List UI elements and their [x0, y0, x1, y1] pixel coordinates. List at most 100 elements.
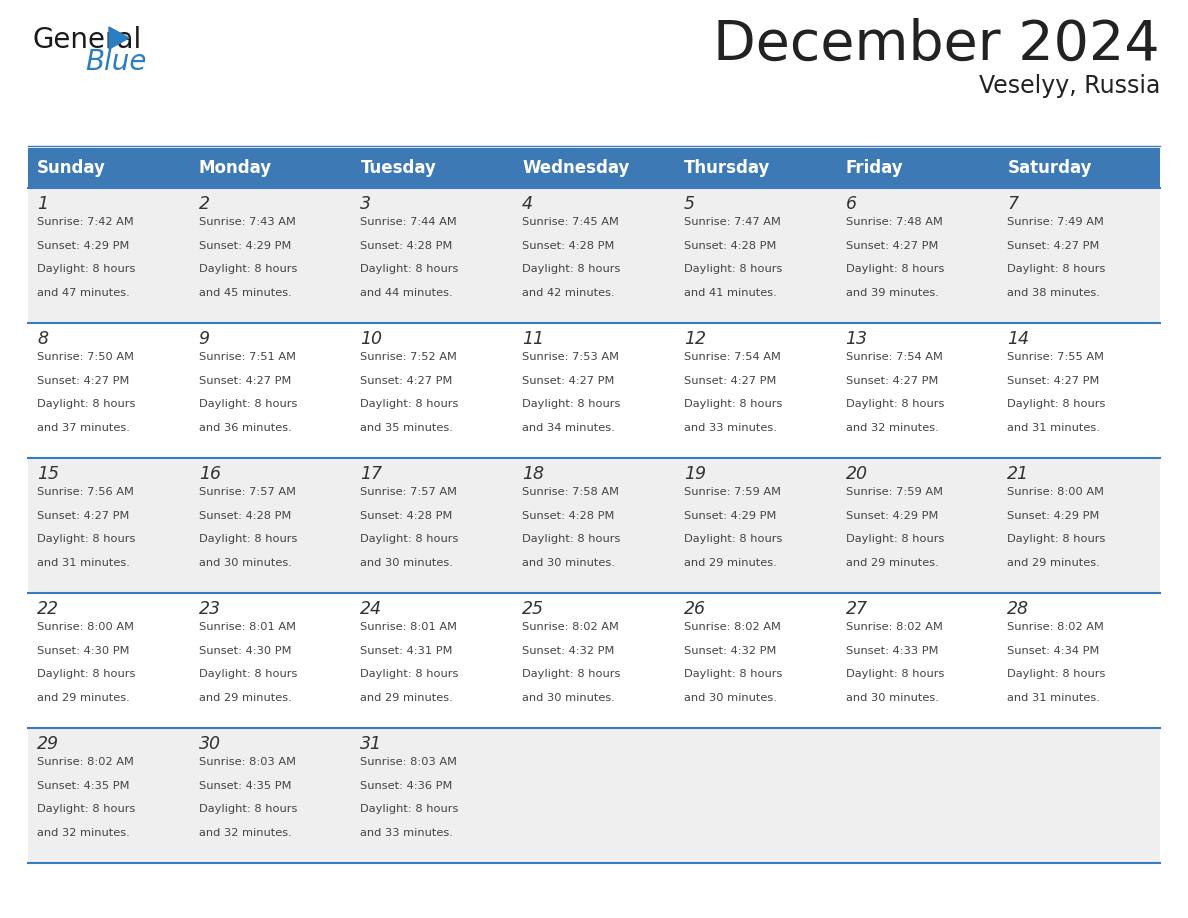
Text: Daylight: 8 hours: Daylight: 8 hours [523, 669, 620, 679]
Text: Sunrise: 8:03 AM: Sunrise: 8:03 AM [360, 757, 457, 767]
Text: Sunset: 4:27 PM: Sunset: 4:27 PM [37, 375, 129, 386]
Text: and 33 minutes.: and 33 minutes. [360, 828, 454, 838]
Text: 4: 4 [523, 195, 533, 213]
Text: Sunrise: 7:42 AM: Sunrise: 7:42 AM [37, 217, 134, 227]
Text: Sunrise: 7:45 AM: Sunrise: 7:45 AM [523, 217, 619, 227]
Text: 23: 23 [198, 600, 221, 618]
Text: Daylight: 8 hours: Daylight: 8 hours [360, 534, 459, 544]
Text: Sunrise: 7:59 AM: Sunrise: 7:59 AM [846, 487, 942, 497]
Text: and 32 minutes.: and 32 minutes. [198, 828, 291, 838]
Text: 6: 6 [846, 195, 857, 213]
Text: Sunset: 4:30 PM: Sunset: 4:30 PM [198, 645, 291, 655]
Text: Sunrise: 8:02 AM: Sunrise: 8:02 AM [523, 622, 619, 632]
Text: Sunset: 4:36 PM: Sunset: 4:36 PM [360, 780, 453, 790]
Text: Saturday: Saturday [1007, 159, 1092, 177]
Text: 18: 18 [523, 465, 544, 483]
Text: and 30 minutes.: and 30 minutes. [846, 693, 939, 703]
Text: and 29 minutes.: and 29 minutes. [360, 693, 453, 703]
Text: Sunset: 4:27 PM: Sunset: 4:27 PM [684, 375, 776, 386]
Text: 30: 30 [198, 735, 221, 753]
Text: Daylight: 8 hours: Daylight: 8 hours [198, 264, 297, 274]
Text: Daylight: 8 hours: Daylight: 8 hours [198, 804, 297, 814]
Text: Tuesday: Tuesday [360, 159, 436, 177]
Text: Sunset: 4:35 PM: Sunset: 4:35 PM [198, 780, 291, 790]
Text: 9: 9 [198, 330, 210, 348]
Text: Sunset: 4:27 PM: Sunset: 4:27 PM [360, 375, 453, 386]
Text: Sunrise: 8:01 AM: Sunrise: 8:01 AM [360, 622, 457, 632]
Text: Sunset: 4:27 PM: Sunset: 4:27 PM [1007, 241, 1100, 251]
Bar [29, 593, 1159, 728]
Text: 20: 20 [846, 465, 867, 483]
Bar [190, 148, 352, 188]
Text: Daylight: 8 hours: Daylight: 8 hours [37, 534, 135, 544]
Text: Sunrise: 7:52 AM: Sunrise: 7:52 AM [360, 352, 457, 362]
Text: Daylight: 8 hours: Daylight: 8 hours [684, 264, 782, 274]
Bar [29, 148, 190, 188]
Text: Daylight: 8 hours: Daylight: 8 hours [846, 669, 944, 679]
Text: Sunrise: 7:48 AM: Sunrise: 7:48 AM [846, 217, 942, 227]
Text: Blue: Blue [86, 48, 146, 76]
Text: Daylight: 8 hours: Daylight: 8 hours [360, 669, 459, 679]
Text: and 30 minutes.: and 30 minutes. [523, 558, 615, 568]
Bar [29, 188, 1159, 323]
Text: Daylight: 8 hours: Daylight: 8 hours [37, 669, 135, 679]
Text: Daylight: 8 hours: Daylight: 8 hours [1007, 669, 1106, 679]
Text: Sunrise: 7:54 AM: Sunrise: 7:54 AM [846, 352, 942, 362]
Text: Daylight: 8 hours: Daylight: 8 hours [198, 534, 297, 544]
Text: Sunday: Sunday [37, 159, 106, 177]
Text: Sunrise: 7:44 AM: Sunrise: 7:44 AM [360, 217, 457, 227]
Bar [29, 458, 1159, 593]
Text: 1: 1 [37, 195, 48, 213]
Text: Sunset: 4:29 PM: Sunset: 4:29 PM [846, 510, 939, 521]
Text: Sunset: 4:27 PM: Sunset: 4:27 PM [1007, 375, 1100, 386]
Bar [998, 148, 1159, 188]
Text: 25: 25 [523, 600, 544, 618]
Text: Sunset: 4:28 PM: Sunset: 4:28 PM [523, 241, 614, 251]
Text: and 29 minutes.: and 29 minutes. [846, 558, 939, 568]
Text: Sunset: 4:31 PM: Sunset: 4:31 PM [360, 645, 453, 655]
Bar [836, 148, 998, 188]
Text: Sunrise: 7:55 AM: Sunrise: 7:55 AM [1007, 352, 1105, 362]
Text: 24: 24 [360, 600, 383, 618]
Text: Daylight: 8 hours: Daylight: 8 hours [684, 399, 782, 409]
Text: Sunset: 4:35 PM: Sunset: 4:35 PM [37, 780, 129, 790]
Text: 3: 3 [360, 195, 372, 213]
Text: Monday: Monday [198, 159, 272, 177]
Text: Sunrise: 8:02 AM: Sunrise: 8:02 AM [846, 622, 942, 632]
Text: and 36 minutes.: and 36 minutes. [198, 423, 291, 433]
Text: Daylight: 8 hours: Daylight: 8 hours [1007, 399, 1106, 409]
Text: Sunset: 4:27 PM: Sunset: 4:27 PM [846, 375, 939, 386]
Text: 28: 28 [1007, 600, 1029, 618]
Text: Sunset: 4:27 PM: Sunset: 4:27 PM [37, 510, 129, 521]
Bar [352, 148, 513, 188]
Text: Sunset: 4:29 PM: Sunset: 4:29 PM [37, 241, 129, 251]
Text: 13: 13 [846, 330, 867, 348]
Text: Daylight: 8 hours: Daylight: 8 hours [37, 804, 135, 814]
Text: 19: 19 [684, 465, 706, 483]
Text: Daylight: 8 hours: Daylight: 8 hours [360, 264, 459, 274]
Text: Sunrise: 7:58 AM: Sunrise: 7:58 AM [523, 487, 619, 497]
Text: Sunrise: 8:02 AM: Sunrise: 8:02 AM [684, 622, 781, 632]
Bar [513, 148, 675, 188]
Text: Sunset: 4:28 PM: Sunset: 4:28 PM [360, 241, 453, 251]
Text: and 31 minutes.: and 31 minutes. [37, 558, 129, 568]
Text: Daylight: 8 hours: Daylight: 8 hours [684, 669, 782, 679]
Text: and 47 minutes.: and 47 minutes. [37, 288, 129, 297]
Text: and 29 minutes.: and 29 minutes. [684, 558, 777, 568]
Text: Sunrise: 8:01 AM: Sunrise: 8:01 AM [198, 622, 296, 632]
Text: Sunset: 4:32 PM: Sunset: 4:32 PM [684, 645, 776, 655]
Text: Sunset: 4:30 PM: Sunset: 4:30 PM [37, 645, 129, 655]
Text: Sunrise: 8:00 AM: Sunrise: 8:00 AM [1007, 487, 1105, 497]
Text: Daylight: 8 hours: Daylight: 8 hours [360, 399, 459, 409]
Text: Sunset: 4:28 PM: Sunset: 4:28 PM [523, 510, 614, 521]
Text: and 34 minutes.: and 34 minutes. [523, 423, 615, 433]
Text: Sunset: 4:29 PM: Sunset: 4:29 PM [198, 241, 291, 251]
Text: Sunrise: 7:50 AM: Sunrise: 7:50 AM [37, 352, 134, 362]
Text: Sunrise: 7:53 AM: Sunrise: 7:53 AM [523, 352, 619, 362]
Text: 12: 12 [684, 330, 706, 348]
Bar [29, 323, 1159, 458]
Text: and 41 minutes.: and 41 minutes. [684, 288, 777, 297]
Text: and 31 minutes.: and 31 minutes. [1007, 693, 1100, 703]
Text: and 32 minutes.: and 32 minutes. [37, 828, 129, 838]
Text: 26: 26 [684, 600, 706, 618]
